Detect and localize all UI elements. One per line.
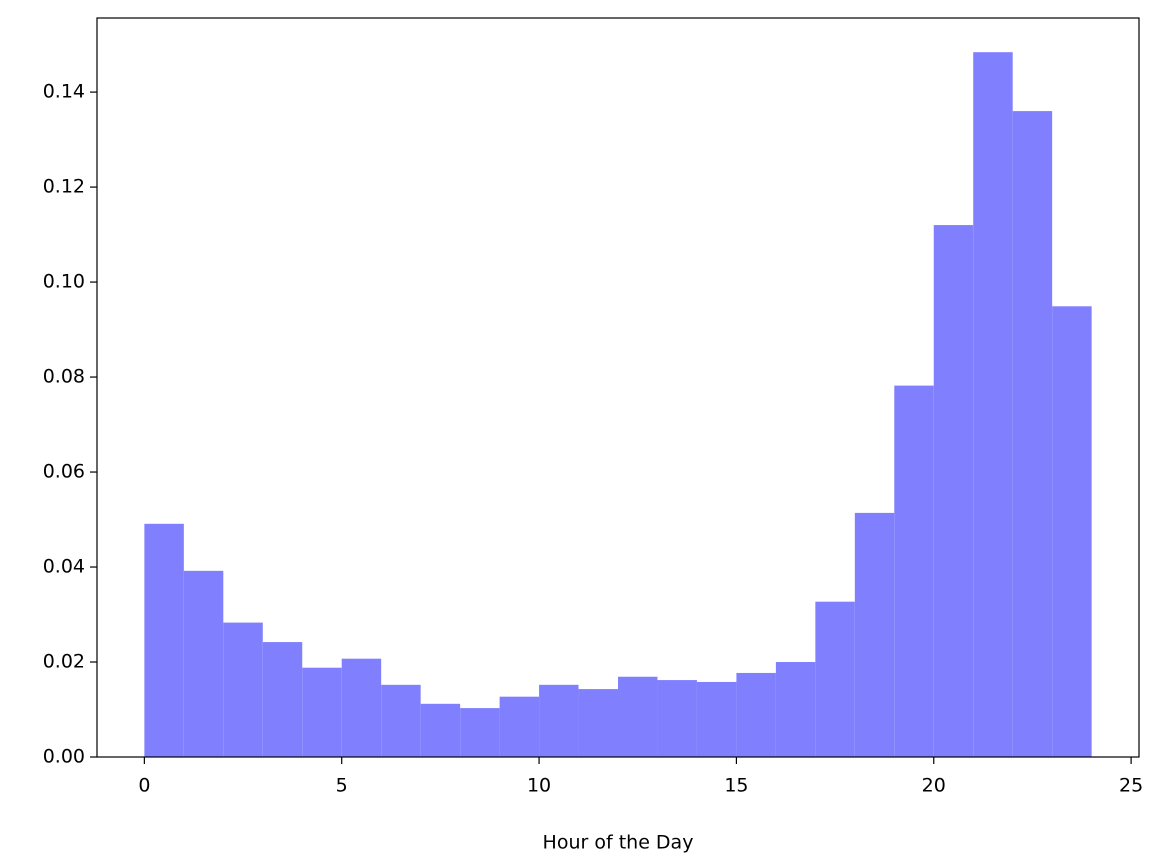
- bar: [736, 672, 776, 757]
- bar: [381, 684, 421, 757]
- y-tick-label: 0.02: [43, 651, 85, 673]
- bar: [775, 662, 816, 757]
- bar: [499, 696, 540, 757]
- bar: [854, 512, 895, 757]
- y-tick-label: 0.12: [43, 176, 85, 198]
- bar: [1012, 111, 1053, 757]
- bar: [578, 689, 618, 757]
- x-tick-label: 20: [922, 775, 946, 797]
- bar: [302, 667, 342, 757]
- bar: [894, 385, 934, 757]
- bar: [973, 52, 1013, 757]
- bar: [539, 684, 579, 757]
- y-tick-label: 0.06: [43, 461, 85, 483]
- bar: [933, 225, 974, 758]
- y-tick-label: 0.04: [43, 556, 85, 578]
- x-tick-label: 15: [724, 775, 748, 797]
- bar: [1052, 306, 1092, 757]
- bar: [341, 658, 382, 757]
- bar: [223, 622, 263, 757]
- bar: [420, 703, 461, 757]
- y-tick-label: 0.14: [43, 81, 85, 103]
- x-tick-label: 10: [527, 775, 551, 797]
- x-tick-label: 25: [1119, 775, 1143, 797]
- bar: [815, 601, 855, 757]
- bar: [618, 676, 658, 757]
- x-tick-label: 5: [336, 775, 348, 797]
- x-axis-label: Hour of the Day: [543, 832, 694, 854]
- bar: [460, 708, 500, 757]
- bar: [696, 681, 737, 757]
- y-tick-label: 0.08: [43, 366, 85, 388]
- bar: [183, 570, 224, 757]
- y-tick-label: 0.10: [43, 271, 85, 293]
- y-tick-label: 0.00: [43, 746, 85, 768]
- bar: [262, 642, 303, 757]
- plot-frame: [96, 17, 1140, 758]
- x-tick-label: 0: [138, 775, 150, 797]
- bar: [657, 680, 697, 757]
- bar: [144, 523, 184, 757]
